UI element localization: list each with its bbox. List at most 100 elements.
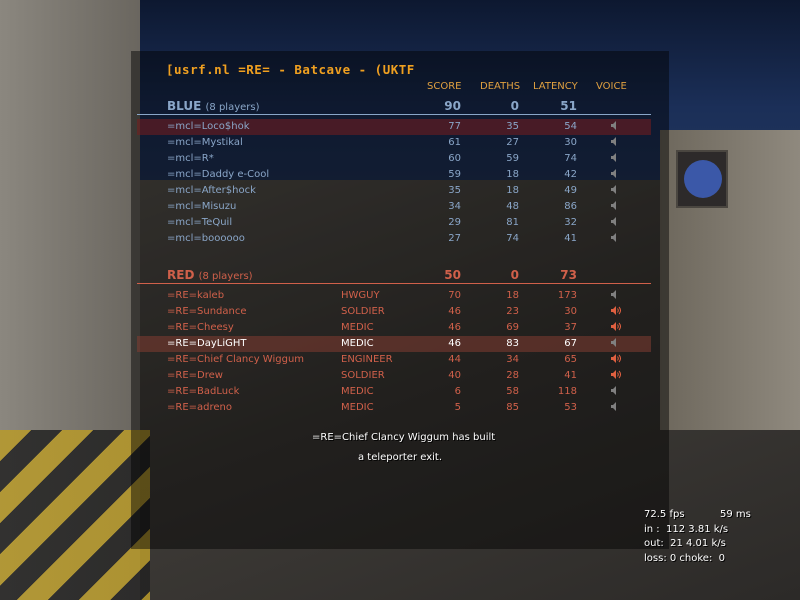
player-deaths: 27 (506, 137, 519, 148)
player-latency: 118 (557, 386, 577, 397)
player-row[interactable]: =RE=kaleb HWGUY 70 18 173 (137, 288, 651, 304)
player-name: =mcl=Misuzu (167, 201, 237, 212)
player-deaths: 23 (506, 306, 519, 317)
team-blue-header: BLUE (8 players) (167, 99, 260, 113)
red-avg-latency: 73 (560, 268, 577, 282)
ping-readout: 59 ms (720, 509, 751, 520)
speaker-muted-icon[interactable] (611, 386, 621, 395)
team-name: BLUE (167, 99, 202, 113)
speaker-talking-icon[interactable] (611, 354, 621, 363)
player-name: =RE=Sundance (167, 306, 247, 317)
player-name: =mcl=After$hock (167, 185, 256, 196)
player-row[interactable]: =RE=adreno MEDIC 5 85 53 (137, 400, 651, 416)
player-latency: 173 (557, 290, 577, 301)
player-count: (8 players) (198, 271, 253, 282)
player-class: MEDIC (341, 402, 374, 413)
blue-avg-latency: 51 (560, 99, 577, 113)
speaker-muted-icon[interactable] (611, 338, 621, 347)
player-deaths: 69 (506, 322, 519, 333)
hazard-stripes (0, 430, 150, 600)
speaker-muted-icon[interactable] (611, 121, 621, 130)
player-name: =RE=kaleb (167, 290, 225, 301)
player-name: =mcl=Daddy e-Cool (167, 169, 270, 180)
player-row[interactable]: =RE=Sundance SOLDIER 46 23 30 (137, 304, 651, 320)
player-deaths: 35 (506, 121, 519, 132)
player-row[interactable]: =RE=BadLuck MEDIC 6 58 118 (137, 384, 651, 400)
speaker-muted-icon[interactable] (611, 169, 621, 178)
player-row[interactable]: =mcl=TeQuil 29 81 32 (137, 215, 651, 231)
player-row[interactable]: =mcl=After$hock 35 18 49 (137, 183, 651, 199)
player-deaths: 85 (506, 402, 519, 413)
fps-readout: 72.5 fps (644, 509, 685, 520)
player-deaths: 34 (506, 354, 519, 365)
player-latency: 30 (564, 137, 577, 148)
player-score: 60 (448, 153, 461, 164)
player-name: =RE=Chief Clancy Wiggum (167, 354, 305, 365)
player-class: MEDIC (341, 386, 374, 397)
player-row[interactable]: =RE=Chief Clancy Wiggum ENGINEER 44 34 65 (137, 352, 651, 368)
player-name: =RE=Cheesy (167, 322, 234, 333)
player-latency: 67 (564, 338, 577, 349)
player-latency: 53 (564, 402, 577, 413)
player-class: SOLDIER (341, 370, 385, 381)
column-score: SCORE (427, 81, 462, 92)
player-name: =mcl=R* (167, 153, 214, 164)
game-message-line1: =RE=Chief Clancy Wiggum has built (312, 432, 496, 443)
speaker-muted-icon[interactable] (611, 137, 621, 146)
player-score: 5 (454, 402, 461, 413)
player-score: 46 (448, 338, 461, 349)
player-deaths: 83 (506, 338, 519, 349)
speaker-muted-icon[interactable] (611, 217, 621, 226)
player-row[interactable]: =mcl=R* 60 59 74 (137, 151, 651, 167)
player-deaths: 81 (506, 217, 519, 228)
player-class: HWGUY (341, 290, 380, 301)
speaker-talking-icon[interactable] (611, 322, 621, 331)
red-divider (137, 283, 651, 284)
player-name: =RE=adreno (167, 402, 232, 413)
team-logo-sign (676, 150, 728, 208)
player-score: 34 (448, 201, 461, 212)
player-name: =mcl=Loco$hok (167, 121, 250, 132)
player-name: =mcl=TeQuil (167, 217, 233, 228)
blue-total-deaths: 0 (510, 99, 519, 113)
speaker-muted-icon[interactable] (611, 201, 621, 210)
player-deaths: 18 (506, 185, 519, 196)
player-latency: 41 (564, 370, 577, 381)
player-row[interactable]: =mcl=boooooo 27 74 41 (137, 231, 651, 247)
player-score: 77 (448, 121, 461, 132)
speaker-talking-icon[interactable] (611, 370, 621, 379)
player-row[interactable]: =RE=DayLiGHT MEDIC 46 83 67 (137, 336, 651, 352)
speaker-talking-icon[interactable] (611, 306, 621, 315)
player-row[interactable]: =mcl=Mystikal 61 27 30 (137, 135, 651, 151)
speaker-muted-icon[interactable] (611, 233, 621, 242)
player-deaths: 18 (506, 169, 519, 180)
player-latency: 30 (564, 306, 577, 317)
player-row[interactable]: =mcl=Misuzu 34 48 86 (137, 199, 651, 215)
player-score: 61 (448, 137, 461, 148)
player-name: =RE=Drew (167, 370, 223, 381)
player-score: 59 (448, 169, 461, 180)
player-latency: 42 (564, 169, 577, 180)
player-count: (8 players) (205, 102, 260, 113)
player-row[interactable]: =RE=Drew SOLDIER 40 28 41 (137, 368, 651, 384)
player-row[interactable]: =mcl=Loco$hok 77 35 54 (137, 119, 651, 135)
player-score: 44 (448, 354, 461, 365)
player-class: MEDIC (341, 322, 374, 333)
column-deaths: DEATHS (480, 81, 521, 92)
player-name: =RE=DayLiGHT (167, 338, 247, 349)
team-red-header: RED (8 players) (167, 268, 253, 282)
player-latency: 49 (564, 185, 577, 196)
out-readout: out: 21 4.01 k/s (644, 538, 726, 549)
player-score: 27 (448, 233, 461, 244)
player-name: =RE=BadLuck (167, 386, 240, 397)
game-message-line2: a teleporter exit. (358, 452, 443, 463)
speaker-muted-icon[interactable] (611, 402, 621, 411)
speaker-muted-icon[interactable] (611, 185, 621, 194)
speaker-muted-icon[interactable] (611, 153, 621, 162)
speaker-muted-icon[interactable] (611, 290, 621, 299)
player-row[interactable]: =RE=Cheesy MEDIC 46 69 37 (137, 320, 651, 336)
player-score: 29 (448, 217, 461, 228)
player-row[interactable]: =mcl=Daddy e-Cool 59 18 42 (137, 167, 651, 183)
server-title: [usrf.nl =RE= - Batcave - (UKTF (166, 62, 415, 77)
player-deaths: 74 (506, 233, 519, 244)
